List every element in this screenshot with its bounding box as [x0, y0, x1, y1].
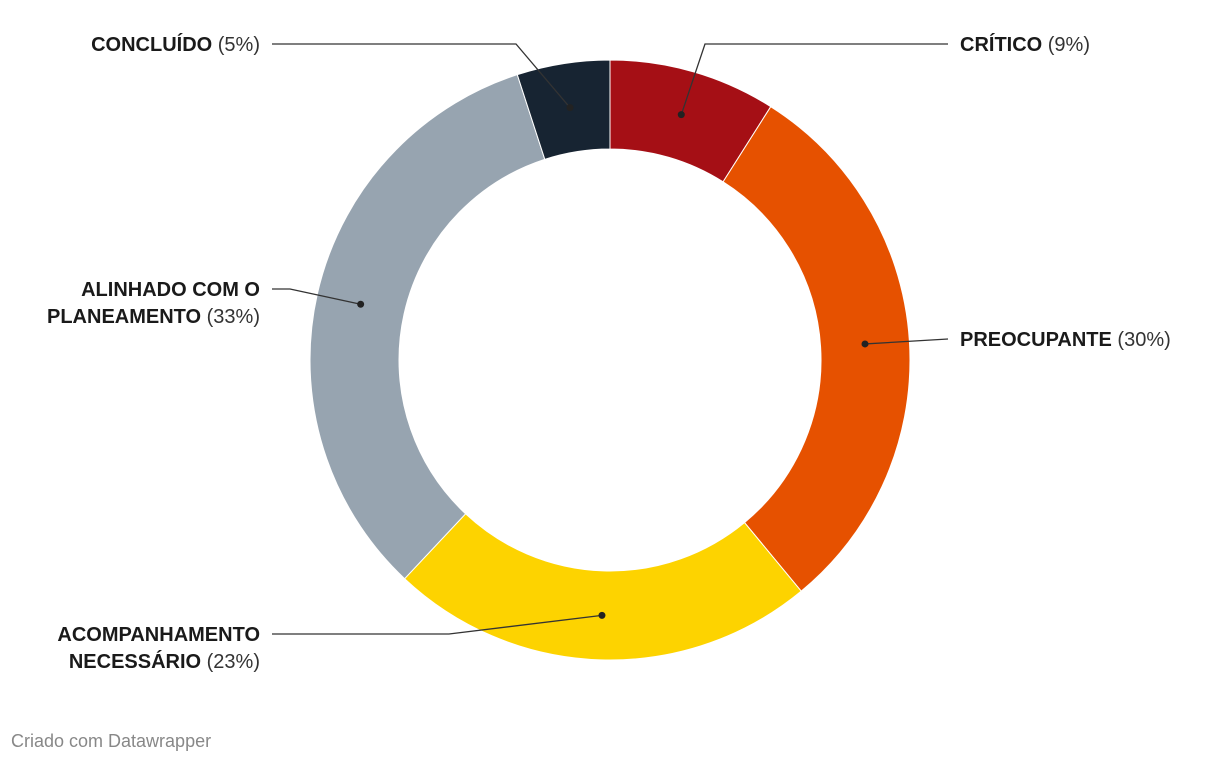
label-pct-concluido: (5%)	[212, 34, 260, 56]
label-alinhado-com-o-planeamento: ALINHADO COM O PLANEAMENTO (33%)	[47, 279, 260, 328]
slices-layer	[309, 59, 911, 661]
label-concluido: CONCLUÍDO (5%)	[91, 33, 260, 56]
leader-line-preocupante	[864, 338, 949, 345]
leader-dot-preocupante	[861, 340, 869, 348]
label-pct-alinhado-com-o-planeamento: (33%)	[201, 306, 260, 328]
slice-preocupante	[722, 106, 911, 592]
leader-line-concluido	[272, 43, 571, 109]
leader-line-critico	[680, 43, 948, 115]
label-critico: CRÍTICO (9%)	[960, 33, 1090, 56]
label-pct-preocupante: (30%)	[1112, 329, 1171, 351]
slice-acompanhamento-necessario	[403, 513, 802, 661]
leader-lines-layer	[272, 43, 949, 635]
leader-line-acompanhamento-necessario	[272, 614, 603, 635]
label-pct-acompanhamento-necessario: (23%)	[201, 651, 260, 673]
label-acompanhamento-necessario: ACOMPANHAMENTO NECESSÁRIO (23%)	[57, 624, 260, 673]
leader-dot-concluido	[566, 104, 574, 112]
label-pct-critico: (9%)	[1042, 34, 1090, 56]
labels-layer: CRÍTICO (9%) PREOCUPANTE (30%) ACOMPANHAME…	[47, 33, 1171, 673]
datawrapper-credit: Criado com Datawrapper	[11, 731, 212, 751]
slice-alinhado-com-o-planeamento	[309, 74, 546, 580]
leader-dot-alinhado-com-o-planeamento	[357, 300, 365, 308]
label-preocupante: PREOCUPANTE (30%)	[960, 329, 1171, 351]
slice-concluido	[516, 59, 611, 160]
leader-dot-acompanhamento-necessario	[598, 611, 606, 619]
leader-line-alinhado-com-o-planeamento	[272, 288, 361, 305]
leader-dot-critico	[677, 111, 685, 119]
